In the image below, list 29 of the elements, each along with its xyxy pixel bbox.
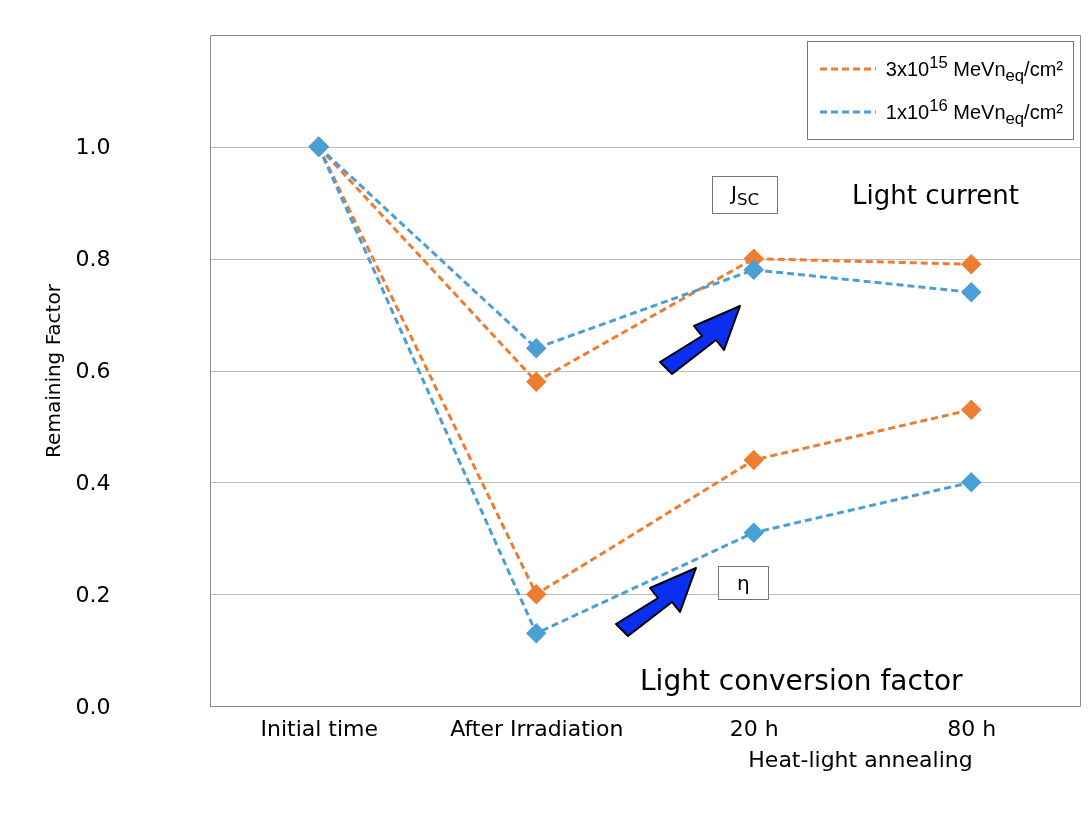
- point: [526, 337, 547, 359]
- x-tick-label: 80 h: [947, 715, 997, 741]
- legend-label: 1x10$^{16}$ MeVn$_{eq}$/cm²: [885, 94, 1063, 130]
- annotation: Light conversion factor: [640, 664, 963, 697]
- annotation: J$_{SC}$: [712, 176, 779, 214]
- legend-label: 3x10$^{15}$ MeVn$_{eq}$/cm²: [885, 52, 1063, 87]
- point: [743, 522, 764, 543]
- point: [526, 583, 547, 605]
- point: [961, 281, 982, 303]
- y-tick-label: 0.4: [75, 469, 111, 495]
- annotation: Light current: [852, 180, 1019, 210]
- x-tick-label: Initial time: [260, 715, 379, 741]
- y-tick-label: 0.2: [75, 581, 111, 607]
- point: [961, 472, 982, 493]
- x-axis-title: Heat-light annealing: [748, 746, 973, 772]
- annotation: η: [718, 566, 769, 600]
- point: [961, 399, 982, 420]
- y-tick-label: 1.0: [75, 134, 111, 160]
- x-tick-label: After Irradiation: [450, 715, 624, 741]
- point: [743, 259, 764, 281]
- point: [743, 449, 764, 471]
- point: [526, 371, 547, 392]
- point: [961, 254, 982, 275]
- x-tick-label: 20 h: [729, 715, 779, 741]
- y-tick-label: 0.8: [75, 246, 111, 272]
- y-tick-label: 0.6: [75, 358, 111, 383]
- point: [526, 623, 547, 644]
- y-axis-title: Remaining Factor: [40, 283, 65, 458]
- y-tick-label: 0.0: [75, 693, 111, 719]
